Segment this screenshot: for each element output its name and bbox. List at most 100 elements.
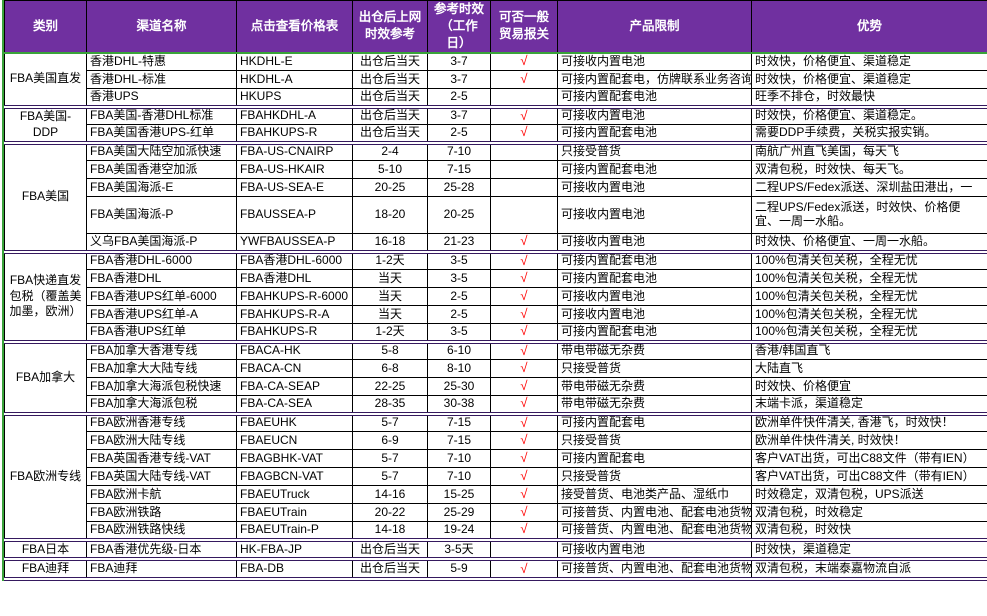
restriction-cell: 只接受普货 [557, 359, 752, 379]
advantage-cell: 末端卡派，渠道稳定 [751, 395, 987, 415]
customs-checkmark-cell: √ [490, 70, 558, 90]
customs-checkmark-cell: √ [490, 521, 558, 541]
customs-checkmark-cell: √ [490, 557, 558, 581]
shipping-channel-table: 类别 渠道名称 点击查看价格表 出仓后上网 时效参考 参考时效 （工作日） 可否… [4, 0, 987, 581]
price-table-link-cell[interactable]: FBA-US-CNAIRP [236, 140, 353, 162]
price-table-link-cell[interactable]: FBA-US-HKAIR [236, 160, 353, 180]
price-table-link-cell[interactable]: HKUPS [236, 88, 353, 108]
price-table-link-cell[interactable]: HKDHL-A [236, 70, 353, 90]
transit-days-cell: 7-15 [427, 411, 491, 433]
customs-checkmark-cell [490, 88, 558, 108]
customs-checkmark-cell: √ [490, 287, 558, 307]
table-row: FBA美国海派-E FBA-US-SEA-E 20-25 25-28 可接收内置… [5, 178, 987, 198]
price-table-link-cell[interactable]: FBAUSSEA-P [236, 196, 353, 235]
restriction-cell: 可接收内置电池 [557, 52, 752, 72]
advantage-cell: 时效快、价格便宜 [751, 377, 987, 397]
customs-checkmark-cell: √ [490, 339, 558, 361]
price-table-link-cell[interactable]: FBAHKUPS-R-A [236, 305, 353, 325]
customs-checkmark-cell: √ [490, 377, 558, 397]
advantage-cell: 二程UPS/Fedex派送，时效快、价格便宜、一周一水船。 [751, 196, 987, 235]
channel-name-cell: FBA美国-香港DHL标准 [86, 104, 237, 126]
price-table-link-cell[interactable]: FBAHKUPS-R [236, 323, 353, 343]
table-row: FBA美国-DDP FBA美国-香港DHL标准 FBAHKDHL-A 出仓后当天… [4, 104, 987, 144]
table-row: FBA美国香港空加派 FBA-US-HKAIR 5-10 7-15 可接内置配套… [5, 160, 987, 180]
customs-checkmark-cell: √ [490, 449, 558, 469]
price-table-link-cell[interactable]: FBACA-CN [236, 359, 353, 379]
transit-days-cell: 15-25 [427, 485, 491, 505]
price-table-link-cell[interactable]: FBAEUTrain-P [236, 521, 353, 541]
online-time-cell: 当天 [352, 287, 428, 307]
restriction-cell: 可接收内置电池 [557, 305, 752, 325]
restriction-cell: 可接内置配套电池 [557, 88, 752, 108]
col-header-category: 类别 [4, 0, 87, 54]
advantage-cell: 时效快，价格便宜、渠道稳定 [751, 52, 987, 72]
price-table-link-cell[interactable]: FBAHKUPS-R-6000 [236, 287, 353, 307]
price-table-link-cell[interactable]: FBA-DB [236, 557, 353, 581]
table-row: FBA加拿大 FBA加拿大香港专线 FBACA-HK 5-8 6-10 √ 带电… [4, 339, 987, 415]
price-table-link-cell[interactable]: FBA香港DHL [236, 269, 353, 289]
table-body: FBA美国直发 香港DHL-特惠 HKDHL-E 出仓后当天 3-7 √ 可接收… [4, 52, 987, 581]
restriction-cell: 可接普货、内置电池、配套电池货物 [557, 521, 752, 541]
col-header-advantage: 优势 [751, 0, 987, 54]
online-time-cell: 22-25 [352, 377, 428, 397]
online-time-cell: 5-7 [352, 449, 428, 469]
table-row: FBA香港DHL FBA香港DHL 当天 3-5 √ 可接内置配套电池 100%… [5, 269, 987, 289]
channel-name-cell: FBA欧洲卡航 [86, 485, 237, 505]
advantage-cell: 南航广州直飞美国，每天飞 [751, 140, 987, 162]
price-table-link-cell[interactable]: FBA-CA-SEA [236, 395, 353, 415]
table-row: FBA英国香港专线-VAT FBAGBHK-VAT 5-7 7-10 √ 可接内… [5, 449, 987, 469]
price-table-link-cell[interactable]: FBA香港DHL-6000 [236, 249, 353, 271]
channel-name-cell: FBA欧洲铁路快线 [86, 521, 237, 541]
price-table-link-cell[interactable]: FBAHKUPS-R [236, 124, 353, 144]
channel-name-cell: FBA欧洲香港专线 [86, 411, 237, 433]
price-table-link-cell[interactable]: FBAEUTrain [236, 503, 353, 523]
advantage-cell: 双清包税，末端泰嘉物流自派 [751, 557, 987, 581]
online-time-cell: 5-7 [352, 411, 428, 433]
channel-name-cell: FBA美国大陆空加派快速 [86, 140, 237, 162]
online-time-cell: 出仓后当天 [352, 52, 428, 72]
price-table-link-cell[interactable]: FBACA-HK [236, 339, 353, 361]
table-row: FBA英国大陆专线-VAT FBAGBCN-VAT 5-7 7-10 √ 只接受… [5, 467, 987, 487]
channel-name-cell: FBA香港UPS红单 [86, 323, 237, 343]
price-table-link-cell[interactable]: FBAGBCN-VAT [236, 467, 353, 487]
channel-name-cell: FBA迪拜 [86, 557, 237, 581]
restriction-cell: 可接收内置电池 [557, 233, 752, 253]
category-cell: FBA快递直发包税（覆盖美加墨，欧洲） [4, 249, 87, 343]
price-table-link-cell[interactable]: FBAEUHK [236, 411, 353, 433]
customs-checkmark-cell: √ [490, 467, 558, 487]
advantage-cell: 100%包清关包关税，全程无忧 [751, 287, 987, 307]
price-table-link-cell[interactable]: FBAEUCN [236, 431, 353, 451]
category-cell: FBA欧洲专线 [4, 411, 87, 541]
advantage-cell: 100%包清关包关税，全程无忧 [751, 305, 987, 325]
online-time-cell: 14-16 [352, 485, 428, 505]
category-cell: FBA美国直发 [4, 52, 87, 108]
price-table-link-cell[interactable]: HKDHL-E [236, 52, 353, 72]
transit-days-cell: 3-5 [427, 269, 491, 289]
price-table-link-cell[interactable]: FBAHKDHL-A [236, 104, 353, 126]
transit-days-cell: 7-10 [427, 467, 491, 487]
channel-name-cell: 义乌FBA美国海派-P [86, 233, 237, 253]
table-row: FBA加拿大大陆专线 FBACA-CN 6-8 8-10 √ 只接受普货 大陆直… [5, 359, 987, 379]
table-row: FBA香港UPS红单-A FBAHKUPS-R-A 当天 2-5 √ 可接收内置… [5, 305, 987, 325]
transit-days-cell: 3-5 [427, 323, 491, 343]
transit-days-cell: 6-10 [427, 339, 491, 361]
price-table-link-cell[interactable]: FBAGBHK-VAT [236, 449, 353, 469]
table-row: FBA加拿大海派包税快速 FBA-CA-SEAP 22-25 25-30 √ 带… [5, 377, 987, 397]
restriction-cell: 可接内置配套电，仿牌联系业务咨询 [557, 70, 752, 90]
online-time-cell: 6-8 [352, 359, 428, 379]
advantage-cell: 100%包清关包关税，全程无忧 [751, 249, 987, 271]
transit-days-cell: 3-7 [427, 52, 491, 72]
price-table-link-cell[interactable]: FBA-US-SEA-E [236, 178, 353, 198]
customs-checkmark-cell [490, 140, 558, 162]
online-time-cell: 20-25 [352, 178, 428, 198]
price-table-link-cell[interactable]: FBAEUTruck [236, 485, 353, 505]
price-table-link-cell[interactable]: FBA-CA-SEAP [236, 377, 353, 397]
price-table-link-cell[interactable]: YWFBAUSSEA-P [236, 233, 353, 253]
channel-name-cell: FBA香港DHL [86, 269, 237, 289]
col-header-transit-days: 参考时效 （工作日） [427, 0, 491, 54]
price-table-link-cell[interactable]: HK-FBA-JP [236, 537, 353, 560]
category-cell: FBA美国-DDP [4, 104, 87, 144]
transit-days-cell: 8-10 [427, 359, 491, 379]
restriction-cell: 只接受普货 [557, 467, 752, 487]
advantage-cell: 双清包税，时效稳定 [751, 503, 987, 523]
